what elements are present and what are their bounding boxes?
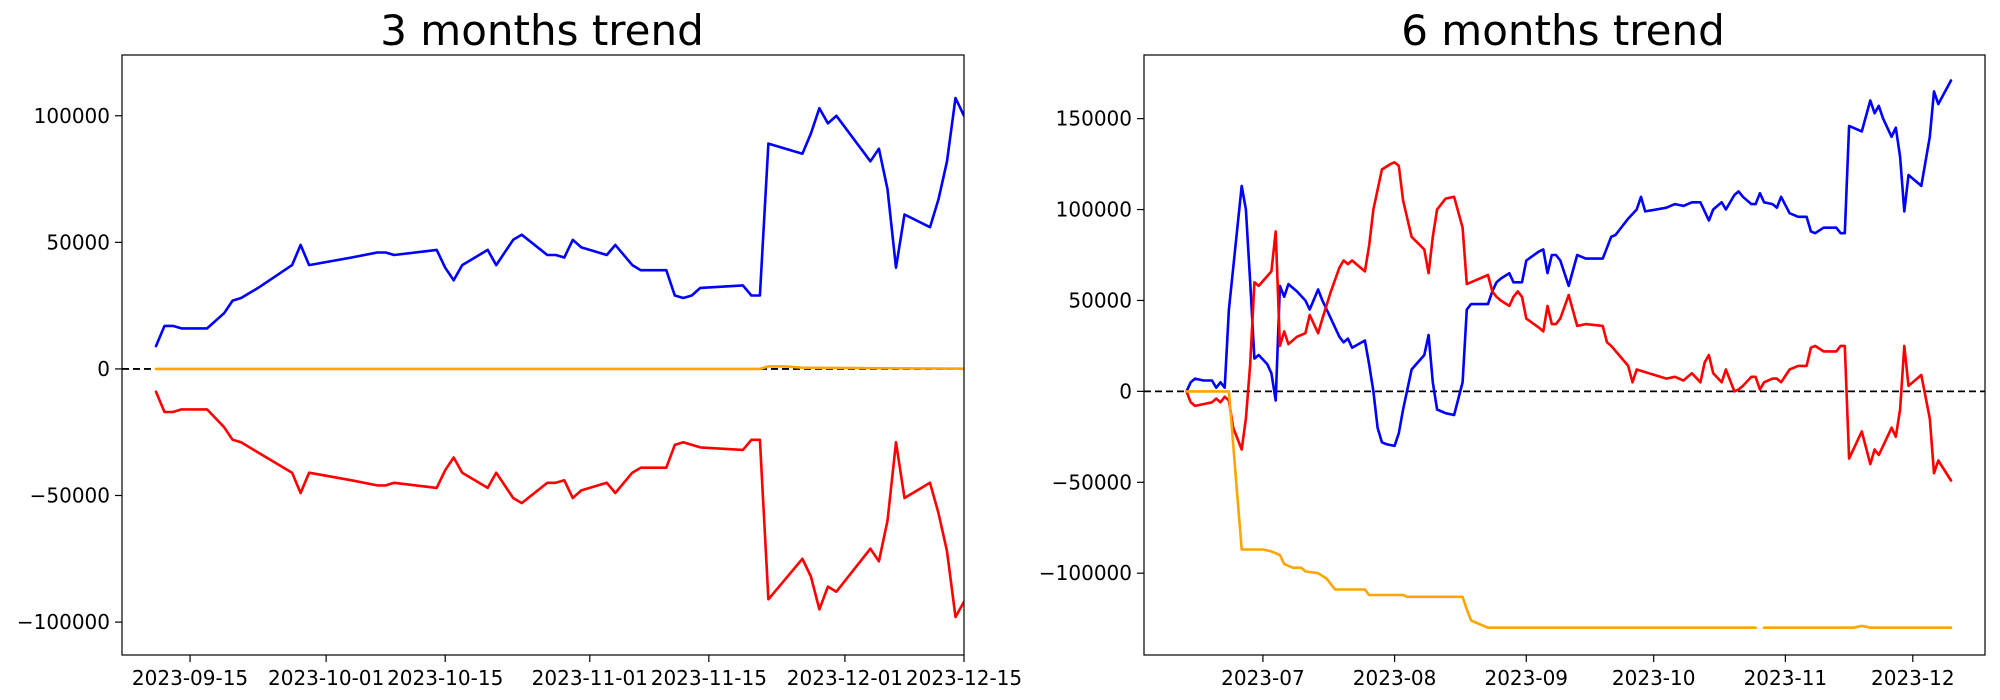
y-tick-label: 50000: [1068, 288, 1132, 312]
series-line-1: [1185, 161, 1953, 482]
x-tick-label: 2023-12-15: [906, 666, 1022, 690]
y-tick-label: −50000: [30, 484, 110, 508]
x-tick-label: 2023-09: [1484, 666, 1568, 690]
x-tick-label: 2023-08: [1353, 666, 1437, 690]
y-tick-label: 0: [1119, 379, 1132, 403]
x-tick-label: 2023-07: [1221, 666, 1305, 690]
x-tick-label: 2023-09-15: [132, 666, 248, 690]
series-line-0: [154, 96, 964, 348]
x-tick-label: 2023-10: [1612, 666, 1696, 690]
x-tick-label: 2023-10-15: [387, 666, 503, 690]
y-tick-label: 100000: [34, 104, 110, 128]
y-tick-label: −50000: [1052, 470, 1132, 494]
series-line-0: [1185, 79, 1953, 448]
x-axis: 2023-07 2023-08 2023-09 2023-10 2023-11 2023-…: [1221, 655, 1955, 690]
x-tick-label: 2023-12: [1871, 666, 1955, 690]
x-tick-label: 2023-11: [1744, 666, 1828, 690]
x-tick-label: 2023-12-01: [787, 666, 903, 690]
x-tick-label: 2023-11-15: [651, 666, 767, 690]
y-axis: −100000 −50000 0 50000 100000 150000: [1039, 107, 1144, 585]
y-tick-label: 150000: [1056, 107, 1132, 131]
series-line-2: [1185, 390, 1953, 629]
x-tick-label: 2023-10-01: [268, 666, 384, 690]
plot-frame: [1143, 54, 1986, 656]
chart-title: 6 months trend: [1401, 6, 1725, 55]
plot-area: [1144, 79, 1985, 629]
chart-6-months: 6 months trend −100000 −50000 0 50000 100000…: [1039, 6, 1986, 690]
chart-3-months: 3 months trend −100000 −50000 0 50000 100000…: [17, 6, 1022, 690]
y-tick-label: 100000: [1056, 198, 1132, 222]
plot-frame: [121, 54, 965, 656]
x-tick-label: 2023-11-01: [532, 666, 648, 690]
y-tick-label: −100000: [1039, 561, 1132, 585]
series-line-1: [154, 390, 964, 619]
chart-title: 3 months trend: [380, 6, 704, 55]
y-axis: −100000 −50000 0 50000 100000: [17, 104, 122, 634]
y-tick-label: 0: [97, 357, 110, 381]
x-axis: 2023-09-15 2023-10-01 2023-10-15 2023-11-01…: [132, 655, 1022, 690]
plot-area: [122, 96, 964, 619]
series-line-2: [154, 365, 964, 371]
y-tick-label: −100000: [17, 610, 110, 634]
y-tick-label: 50000: [46, 230, 110, 254]
